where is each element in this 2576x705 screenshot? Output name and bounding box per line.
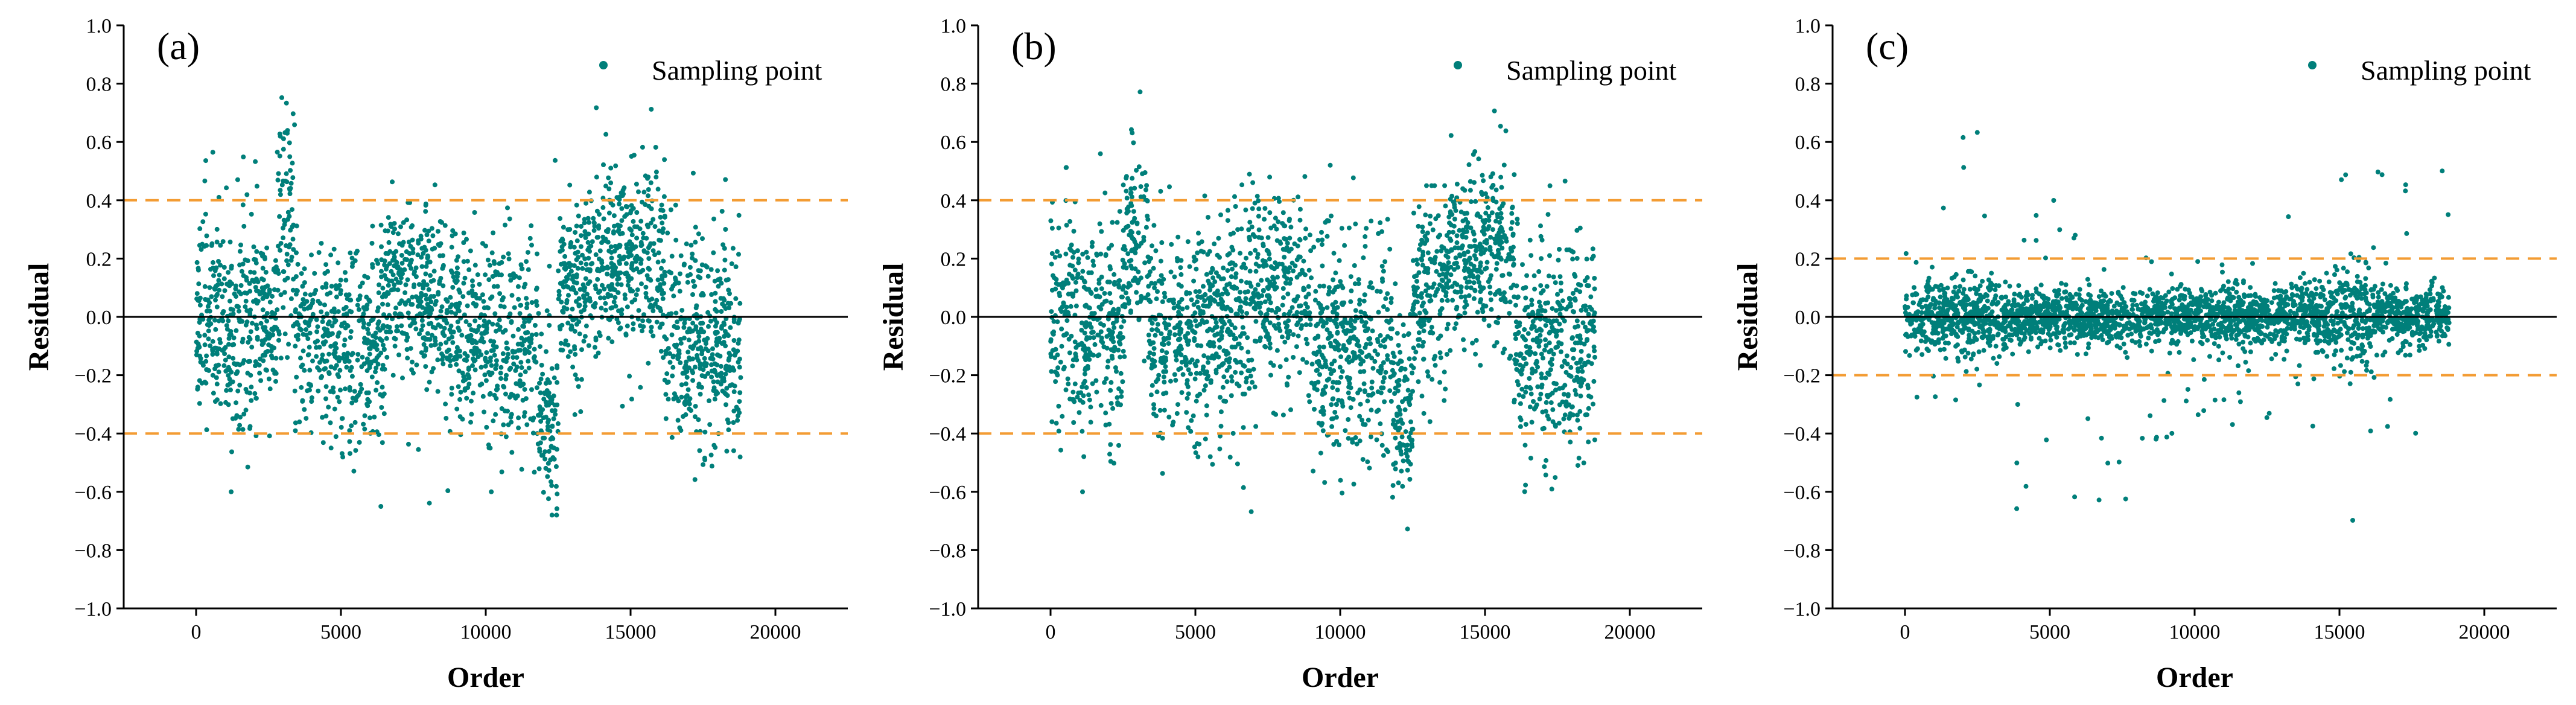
x-tick-label: 15000: [2314, 621, 2365, 643]
y-tick-label: −0.6: [929, 482, 966, 504]
legend-label: Sampling point: [2361, 55, 2531, 86]
y-tick-label: 0.2: [1795, 248, 1821, 270]
axes: −1.0 −0.8 −0.6 −0.4 −0.2 0.0 0.2 0.4 0.6 0.8 1.0 0 5…: [74, 15, 848, 643]
y-tick-label: 1.0: [1795, 15, 1821, 37]
y-tick-label: 0.6: [941, 132, 967, 154]
legend-marker: [599, 61, 608, 69]
y-tick-label: 0.6: [1795, 132, 1821, 154]
y-tick-label: −0.8: [1783, 540, 1821, 562]
y-tick-label: −0.2: [74, 365, 112, 388]
y-tick-label: −1.0: [929, 598, 966, 620]
points-layer: [194, 95, 743, 518]
panel-c: −1.0 −0.8 −0.6 −0.4 −0.2 0.0 0.2 0.4 0.6 0.8 1.0 0 5…: [1732, 15, 2557, 694]
y-tick-label: 0.2: [86, 248, 112, 270]
y-axis-title: Residual: [877, 263, 909, 371]
sampling-points: [194, 95, 743, 518]
x-tick-label: 5000: [2029, 621, 2070, 643]
y-tick-label: −0.6: [74, 482, 112, 504]
y-tick-label: 0.4: [941, 190, 967, 212]
y-tick-label: −0.2: [1783, 365, 1821, 388]
legend-label: Sampling point: [652, 55, 822, 86]
sampling-points: [1048, 89, 1598, 532]
x-tick-label: 0: [191, 621, 202, 643]
sampling-points: [1903, 130, 2452, 523]
x-tick-label: 10000: [460, 621, 512, 643]
y-tick-label: −0.8: [74, 540, 112, 562]
panel-label: (b): [1011, 25, 1057, 68]
x-tick-label: 10000: [2169, 621, 2221, 643]
y-tick-label: −0.8: [929, 540, 966, 562]
y-tick-label: −0.2: [929, 365, 966, 388]
x-axis-title: Order: [1302, 662, 1379, 694]
y-tick-label: 0.0: [941, 307, 967, 329]
points-layer: [1903, 130, 2452, 523]
y-tick-label: 1.0: [941, 15, 967, 37]
panel-b: −1.0 −0.8 −0.6 −0.4 −0.2 0.0 0.2 0.4 0.6 0.8 1.0 0 5…: [877, 15, 1702, 694]
y-tick-label: 0.8: [1795, 74, 1821, 96]
legend-label: Sampling point: [1506, 55, 1677, 86]
x-tick-label: 5000: [320, 621, 361, 643]
y-tick-label: 0.6: [86, 132, 112, 154]
axes: −1.0 −0.8 −0.6 −0.4 −0.2 0.0 0.2 0.4 0.6 0.8 1.0 0 5…: [929, 15, 1702, 643]
legend-marker: [1454, 61, 1462, 69]
x-tick-label: 0: [1046, 621, 1056, 643]
y-tick-label: −0.6: [1783, 482, 1821, 504]
x-tick-label: 20000: [750, 621, 801, 643]
x-axis-title: Order: [2156, 662, 2233, 694]
panel-a: −1.0 −0.8 −0.6 −0.4 −0.2 0.0 0.2 0.4 0.6 0.8 1.0 0 5…: [23, 15, 848, 694]
x-tick-label: 5000: [1175, 621, 1216, 643]
points-layer: [1048, 89, 1598, 532]
x-tick-label: 15000: [605, 621, 657, 643]
panel-label: (c): [1866, 25, 1909, 68]
x-tick-label: 20000: [2459, 621, 2510, 643]
y-tick-label: −0.4: [1783, 423, 1821, 445]
y-tick-label: 0.8: [941, 74, 967, 96]
x-tick-label: 10000: [1315, 621, 1366, 643]
y-tick-label: 0.0: [1795, 307, 1821, 329]
y-tick-label: 1.0: [86, 15, 112, 37]
y-tick-label: 0.4: [86, 190, 112, 212]
y-tick-label: −1.0: [1783, 598, 1821, 620]
x-tick-label: 20000: [1604, 621, 1656, 643]
y-tick-label: −0.4: [74, 423, 112, 445]
y-axis-title: Residual: [23, 263, 55, 371]
legend-marker: [2308, 61, 2317, 69]
y-tick-label: 0.4: [1795, 190, 1821, 212]
y-tick-label: −0.4: [929, 423, 966, 445]
y-tick-label: −1.0: [74, 598, 112, 620]
x-axis-title: Order: [447, 662, 524, 694]
panel-label: (a): [157, 25, 200, 68]
axes: −1.0 −0.8 −0.6 −0.4 −0.2 0.0 0.2 0.4 0.6 0.8 1.0 0 5…: [1783, 15, 2557, 643]
x-tick-label: 0: [1900, 621, 1910, 643]
x-tick-label: 15000: [1460, 621, 1511, 643]
y-tick-label: 0.2: [941, 248, 967, 270]
y-tick-label: 0.8: [86, 74, 112, 96]
y-axis-title: Residual: [1732, 263, 1764, 371]
y-tick-label: 0.0: [86, 307, 112, 329]
